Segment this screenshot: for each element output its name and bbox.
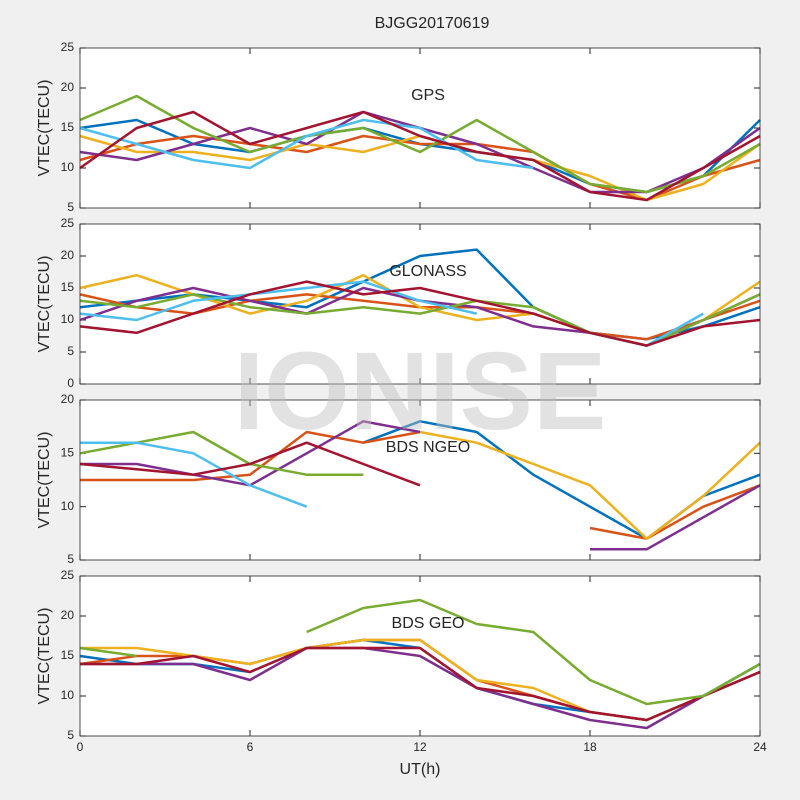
y-tick-label: 25 xyxy=(61,568,75,582)
plot-area xyxy=(79,94,761,202)
y-tick-label: 15 xyxy=(61,120,75,134)
axes-frame xyxy=(79,223,761,385)
plot-area xyxy=(79,420,761,551)
y-axis-label: VTEC(TECU) xyxy=(36,608,53,705)
series-line xyxy=(419,430,761,540)
plot-area xyxy=(79,598,761,730)
series-line xyxy=(79,430,364,476)
axes-frame xyxy=(79,399,761,561)
panel-label: GLONASS xyxy=(389,263,466,280)
series-line xyxy=(80,441,308,508)
x-tick-label: 24 xyxy=(753,740,767,754)
panel-label: BDS GEO xyxy=(392,615,465,632)
x-axis-label: UT(h) xyxy=(400,761,441,778)
axes-frame xyxy=(79,47,761,209)
y-tick-label: 10 xyxy=(61,312,75,326)
plot-area xyxy=(79,248,761,347)
y-tick-label: 5 xyxy=(67,728,74,742)
series-line xyxy=(79,598,761,706)
series-line xyxy=(79,94,761,194)
y-tick-label: 15 xyxy=(61,446,75,460)
x-tick-label: 18 xyxy=(583,740,597,754)
panel-label: GPS xyxy=(411,87,445,104)
y-tick-label: 10 xyxy=(61,688,75,702)
series-line xyxy=(80,646,761,722)
y-tick-label: 25 xyxy=(61,216,75,230)
series-line xyxy=(80,646,761,730)
y-tick-label: 0 xyxy=(67,376,74,390)
y-tick-label: 15 xyxy=(61,280,75,294)
y-tick-label: 20 xyxy=(61,248,75,262)
panel-label: BDS NGEO xyxy=(386,439,470,456)
x-tick-label: 0 xyxy=(77,740,84,754)
series-line xyxy=(79,110,761,202)
y-tick-label: 10 xyxy=(61,499,75,513)
y-tick-label: 20 xyxy=(61,80,75,94)
series-line xyxy=(79,441,421,487)
figure-title: BJGG20170619 xyxy=(375,15,490,32)
y-tick-label: 15 xyxy=(61,648,75,662)
y-tick-label: 20 xyxy=(61,608,75,622)
series-line xyxy=(79,280,761,347)
series-line xyxy=(80,430,761,540)
watermark: IONISE xyxy=(234,330,607,453)
y-tick-label: 5 xyxy=(67,344,74,358)
y-axis-label: VTEC(TECU) xyxy=(36,432,53,529)
y-axis-label: VTEC(TECU) xyxy=(36,256,53,353)
x-tick-label: 6 xyxy=(247,740,254,754)
axes-background xyxy=(80,224,760,384)
y-tick-label: 20 xyxy=(61,392,75,406)
y-tick-label: 10 xyxy=(61,160,75,174)
axes-frame xyxy=(79,575,761,737)
y-tick-label: 5 xyxy=(67,552,74,566)
x-tick-label: 12 xyxy=(413,740,427,754)
y-tick-label: 25 xyxy=(61,40,75,54)
y-tick-label: 5 xyxy=(67,200,74,214)
y-axis-label: VTEC(TECU) xyxy=(36,80,53,177)
